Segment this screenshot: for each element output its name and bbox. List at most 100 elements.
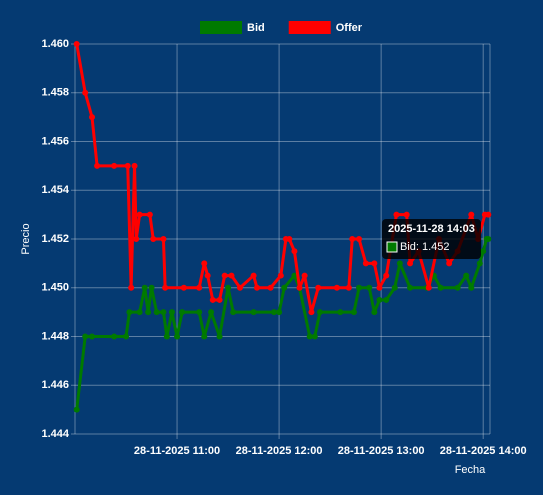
data-point <box>270 309 277 316</box>
data-point <box>148 284 155 291</box>
data-point <box>131 162 138 169</box>
data-point <box>350 309 357 316</box>
data-point <box>296 284 303 291</box>
data-point <box>376 296 383 303</box>
grid: 1.444 1.446 1.448 1.450 1.452 1.454 1.456 1.458… <box>41 38 526 457</box>
x-tick-label: 28-11-2025 12:00 <box>236 445 323 457</box>
data-point <box>437 284 444 291</box>
data-point <box>337 309 344 316</box>
y-tick-label: 1.446 <box>41 379 69 391</box>
data-point <box>168 309 175 316</box>
data-point <box>141 284 148 291</box>
data-point <box>356 284 363 291</box>
data-point <box>73 406 80 413</box>
data-point <box>362 260 369 267</box>
data-point <box>468 284 475 291</box>
y-tick-label: 1.452 <box>41 233 69 245</box>
data-point <box>179 309 186 316</box>
data-point <box>393 211 400 218</box>
data-point <box>366 284 373 291</box>
data-point <box>277 272 284 279</box>
data-point <box>225 284 232 291</box>
data-point <box>123 333 130 340</box>
plot <box>73 41 492 413</box>
y-tick-label: 1.458 <box>41 87 69 99</box>
data-point <box>396 260 403 267</box>
y-tick-label: 1.460 <box>41 38 69 50</box>
data-point <box>425 284 432 291</box>
tooltip-title: 2025-11-28 14:03 <box>388 223 475 235</box>
data-point <box>153 309 160 316</box>
data-point <box>124 162 131 169</box>
data-point <box>403 211 410 218</box>
data-point <box>333 284 340 291</box>
y-tick-label: 1.444 <box>41 428 69 440</box>
data-point <box>276 309 283 316</box>
data-point <box>136 309 143 316</box>
data-point <box>89 114 96 121</box>
data-point <box>221 272 228 279</box>
data-point <box>145 309 152 316</box>
data-point <box>209 296 216 303</box>
data-point <box>468 211 475 218</box>
data-point <box>376 284 383 291</box>
data-point <box>133 236 140 242</box>
tooltip: 2025-11-28 14:03 Bid: 1.452 <box>382 219 481 259</box>
tooltip-swatch <box>386 241 398 253</box>
data-point <box>391 284 398 291</box>
data-point <box>463 272 470 279</box>
data-point <box>485 236 492 242</box>
data-point <box>315 284 322 291</box>
data-point <box>485 211 492 218</box>
data-point <box>201 333 208 340</box>
data-point <box>82 333 89 340</box>
data-point <box>383 272 390 279</box>
data-point <box>291 248 298 255</box>
data-point <box>150 236 157 242</box>
data-point <box>160 309 167 316</box>
y-tick-label: 1.450 <box>41 282 69 294</box>
data-point <box>446 260 453 267</box>
data-point <box>230 309 237 316</box>
tooltip-label: Bid: 1.452 <box>400 241 450 253</box>
data-point <box>356 236 363 242</box>
data-point <box>73 41 80 47</box>
data-point <box>407 284 414 291</box>
data-point <box>111 162 118 169</box>
data-point <box>281 284 288 291</box>
data-point <box>208 309 215 316</box>
data-point <box>180 284 187 291</box>
data-point <box>146 211 153 218</box>
data-point <box>407 260 414 267</box>
legend-label: Offer <box>336 22 363 34</box>
x-tick-label: 28-11-2025 13:00 <box>338 445 425 457</box>
data-point <box>163 333 170 340</box>
data-point <box>253 284 260 291</box>
x-tick-label: 28-11-2025 14:00 <box>440 445 527 457</box>
data-point <box>383 296 390 303</box>
data-point <box>454 284 461 291</box>
data-point <box>371 260 378 267</box>
legend-swatch <box>288 21 331 34</box>
data-point <box>306 333 313 340</box>
data-point <box>196 309 203 316</box>
data-point <box>301 272 308 279</box>
data-point <box>111 333 118 340</box>
data-point <box>316 309 323 316</box>
data-point <box>128 284 135 291</box>
y-tick-label: 1.448 <box>41 330 69 342</box>
x-tick-label: 28-11-2025 11:00 <box>134 445 220 457</box>
data-point <box>349 236 356 242</box>
data-point <box>371 309 378 316</box>
data-point <box>291 272 298 279</box>
data-point <box>476 260 483 267</box>
data-point <box>162 284 169 291</box>
data-point <box>250 309 257 316</box>
data-point <box>286 236 293 242</box>
data-point <box>89 333 96 340</box>
data-point <box>236 284 243 291</box>
data-point <box>216 333 223 340</box>
data-point <box>345 284 352 291</box>
data-point <box>267 284 274 291</box>
